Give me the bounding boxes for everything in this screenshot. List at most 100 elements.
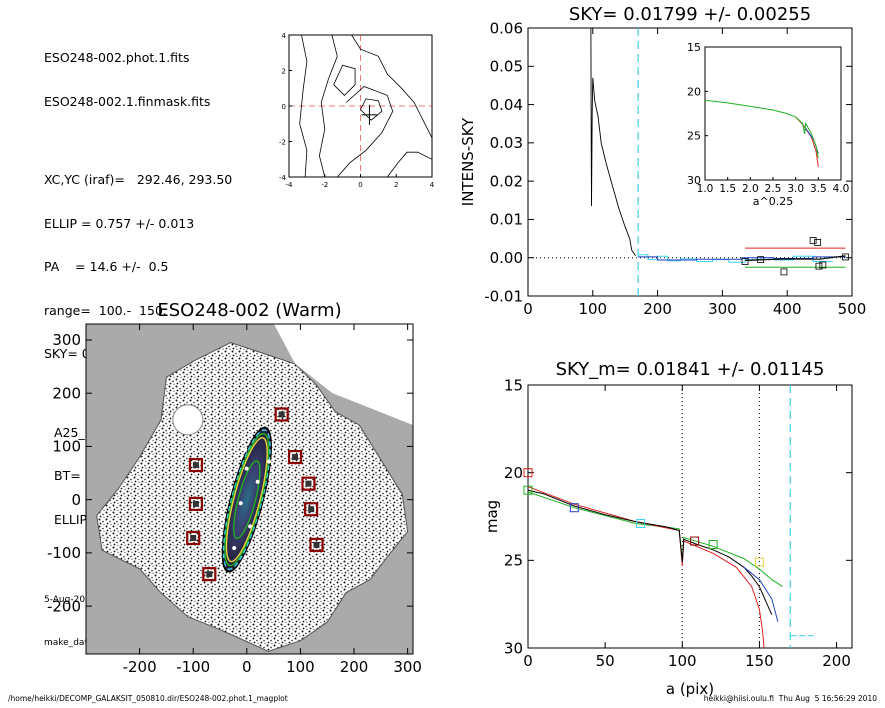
mask-box — [304, 502, 319, 517]
contour-ytick-label: -4 — [279, 174, 287, 182]
mask-box — [287, 449, 303, 465]
inset-xtick-label: 1.5 — [719, 183, 736, 195]
contour-xtick-label: 2 — [394, 181, 398, 189]
inset-xtick-label: 2.0 — [742, 183, 759, 195]
inset-ytick-label: 15 — [687, 41, 701, 54]
fit-range: range= 100.- 150. — [44, 302, 167, 318]
contour-line-2 — [351, 34, 433, 139]
mag-frame — [527, 384, 853, 649]
contour-ytick-label: -2 — [279, 139, 286, 147]
star-mask-dot — [255, 479, 260, 484]
star-mask-dot — [238, 501, 243, 506]
inset-ytick-label: 30 — [687, 174, 701, 187]
mask-box — [309, 537, 324, 552]
contour-xtick-label: 0 — [358, 181, 362, 189]
contour-line-3 — [333, 64, 356, 96]
contour-xtick-label: -4 — [286, 181, 294, 189]
mag-xtick-label: 50 — [596, 652, 615, 670]
inset-xlabel: a^0.25 — [753, 195, 793, 208]
mask-box-core — [190, 534, 197, 541]
mask-box — [301, 476, 316, 491]
sky-ytick-label: 0.03 — [490, 134, 523, 152]
ellipticity: ELLIP = 0.757 +/- 0.013 — [44, 215, 195, 231]
mask-file-name: ESO248-002.1.finmask.fits — [44, 93, 211, 109]
mag-xtick-label: 150 — [745, 652, 774, 670]
file-name: ESO248-002.phot.1.fits — [44, 50, 190, 65]
sky-ytick-label: 0.00 — [490, 249, 523, 267]
image-xtick-label: -100 — [176, 658, 210, 676]
sky-sample-square — [809, 237, 817, 244]
image-ytick-label: 300 — [52, 331, 81, 349]
star-mask-dot — [267, 459, 272, 464]
sky-xtick-label: 400 — [773, 300, 802, 318]
mag-red-curve — [527, 486, 765, 649]
mag-sample-square — [569, 503, 579, 513]
star-mask-dot — [248, 524, 253, 529]
galaxy-group — [221, 426, 272, 573]
mag-sample-square — [708, 540, 718, 550]
mag-xlabel: a (pix) — [666, 680, 714, 698]
mask-box — [188, 457, 203, 473]
sky-sample-square — [780, 268, 788, 276]
sky-title: SKY= 0.01799 +/- 0.00255 — [569, 4, 811, 25]
contour-ytick-label: 2 — [282, 68, 286, 76]
mask-box-core — [308, 506, 315, 513]
image-xtick-label: 100 — [286, 658, 315, 676]
image-masked-hole — [172, 404, 204, 436]
image-xtick-label: 300 — [393, 658, 422, 676]
mask-box-core — [192, 500, 199, 507]
mag-ytick-label: 20 — [504, 464, 523, 482]
mask-box-core — [206, 571, 213, 578]
mask-box-core — [292, 454, 299, 461]
mag-ytick-label: 25 — [504, 552, 523, 570]
sky-sample-square — [842, 253, 849, 261]
star-mask-dot — [243, 448, 248, 453]
mag-sample-square — [690, 536, 700, 546]
sky-sample-square — [814, 238, 822, 246]
mag-ytick-label: 30 — [504, 639, 523, 657]
isophote-ellipse-4 — [233, 460, 261, 540]
contour-line-1 — [318, 34, 338, 178]
sky-sample-square — [815, 262, 823, 270]
mag-black-curve — [527, 489, 773, 615]
mask-box — [186, 530, 201, 546]
center-coords: XC,YC (iraf)= 292.46, 293.50 — [44, 172, 233, 187]
sky-xtick-label: 0 — [523, 300, 533, 318]
mag-sample-square — [523, 485, 533, 495]
mask-box — [274, 407, 289, 422]
isophote-ellipse-3 — [225, 437, 268, 563]
sky-ytick-label: 0.06 — [490, 19, 523, 37]
image-xtick-label: -200 — [123, 658, 157, 676]
mag-sample-square — [636, 519, 646, 529]
inset-xtick-label: 3.0 — [787, 183, 804, 195]
mag-sample-square — [523, 468, 533, 478]
sky-profile-line — [590, 27, 636, 257]
sky-ytick-label: 0.01 — [490, 211, 523, 229]
inset-frame — [704, 46, 842, 181]
footer-user: heikki@hiisi.oulu.fi Thu Aug 5 16:56:29 … — [703, 694, 877, 703]
contour-ytick-label: 0 — [282, 103, 286, 111]
sky-xtick-label: 300 — [708, 300, 737, 318]
contour-line-4 — [336, 86, 394, 178]
mask-box-core — [278, 411, 285, 418]
image-ytick-label: 200 — [52, 384, 81, 402]
image-frame — [85, 323, 414, 655]
footer-path: /home/heikki/DECOMP_GALAKSIT_050810.dir/… — [8, 694, 288, 703]
star-mask-dot — [232, 546, 237, 551]
inset-xtick-label: 2.5 — [765, 183, 782, 195]
sky-xtick-label: 500 — [838, 300, 867, 318]
inset-ytick-label: 20 — [687, 85, 701, 98]
contour-line-0 — [299, 34, 308, 178]
sky-ylabel: INTENS-SKY — [459, 117, 477, 206]
mag-xtick-label: 0 — [523, 652, 533, 670]
isophote-ellipse-0 — [221, 426, 272, 573]
inset-green-curve — [704, 99, 819, 158]
sky-sample-square — [757, 256, 765, 264]
contour-line-5 — [386, 151, 433, 178]
sky-ytick-label: 0.05 — [490, 58, 523, 76]
mag-xtick-label: 100 — [668, 652, 697, 670]
image-content — [86, 324, 413, 654]
image-ytick-label: -100 — [47, 544, 81, 562]
sky-xtick-label: 100 — [578, 300, 607, 318]
